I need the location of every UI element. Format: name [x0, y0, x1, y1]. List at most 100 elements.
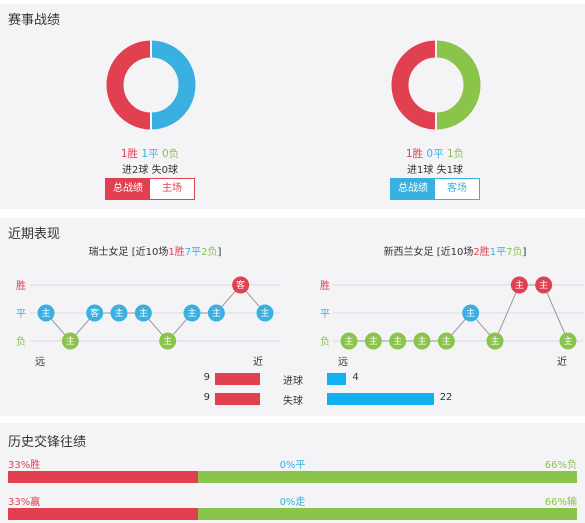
left-form-venue-label: 主 [260, 307, 269, 319]
recent-panel: 近期表现 瑞士女足 [近10场1胜7平2负] 新西兰女足 [近10场2胜1平7负… [0, 218, 585, 416]
left-form-point [159, 332, 177, 350]
right-y-loss-label: 负 [320, 337, 330, 348]
right-goals-for: 进1球 [407, 165, 434, 176]
right-form-draws: 1平 [489, 247, 507, 258]
right-form-point [535, 276, 553, 294]
history-left-bar [8, 471, 198, 483]
right-form-venue-label: 主 [417, 335, 426, 347]
right-near-label: 近 [557, 357, 567, 368]
record-section-title: 赛事战绩 [8, 13, 61, 28]
left-form-point [207, 304, 225, 322]
right-donut-slice-1 [391, 40, 437, 130]
left-near-label: 近 [253, 357, 263, 368]
right-far-label: 远 [338, 357, 348, 368]
left-goals-line: 进2球 失0球 [100, 161, 200, 176]
right-form-venue-label: 主 [539, 279, 548, 291]
left-form-venue-label: 客 [90, 307, 99, 319]
right-form-point [510, 276, 528, 294]
left-form-venue-label: 主 [163, 335, 172, 347]
right-form-point [364, 332, 382, 350]
left-form-point [183, 304, 201, 322]
left-y-loss-label: 负 [16, 337, 26, 348]
right-win-count: 1胜 [405, 148, 424, 160]
right-form-point [413, 332, 431, 350]
history-mid-label: 0%走 [279, 497, 306, 508]
left-form-suffix: ] [217, 247, 222, 258]
left-form-team: 瑞士女足 [88, 247, 129, 258]
right-form-losses: 7负 [506, 247, 523, 258]
left-form-point [86, 304, 104, 322]
record-panel: 赛事战绩 1胜 1平 0负 进2球 失0球 总战绩 主场 1胜 0平 1负 进1… [0, 4, 585, 209]
right-donut-slice-0 [435, 40, 481, 130]
tab-right-overall[interactable]: 总战绩 [391, 179, 435, 199]
left-form-venue-label: 主 [114, 307, 123, 319]
right-form-team: 新西兰女足 [383, 247, 434, 258]
history-left-label: 33%赢 [8, 497, 41, 508]
right-record-summary: 1胜 0平 1负 [385, 146, 485, 161]
tab-right-away[interactable]: 客场 [435, 179, 479, 199]
history-left-bar [8, 508, 198, 520]
left-form-wins: 1胜 [168, 247, 185, 258]
right-form-venue-label: 主 [515, 279, 524, 291]
right-form-suffix: ] [522, 247, 527, 258]
history-mid-label: 0%平 [279, 460, 306, 471]
right-form-chart: 主主主主主主主主 主主 [333, 276, 583, 350]
left-form-venue-label: 客 [236, 279, 245, 291]
left-goals-for: 进2球 [122, 165, 149, 176]
right-form-venue-label: 主 [442, 335, 451, 347]
right-form-point [486, 332, 504, 350]
left-form-venue-label: 主 [212, 307, 221, 319]
left-form-venue-label: 主 [139, 307, 148, 319]
left-win-count: 1胜 [120, 148, 139, 160]
left-goals-against: 失0球 [151, 165, 178, 176]
left-record-tabs: 总战绩 主场 [105, 178, 195, 200]
right-form-point [340, 332, 358, 350]
right-form-point [462, 304, 480, 322]
left-form-draws: 7平 [184, 247, 202, 258]
right-form-point [389, 332, 407, 350]
right-form-line [349, 284, 569, 342]
right-form-point [437, 332, 455, 350]
left-y-win-label: 胜 [16, 281, 26, 292]
compare-right-bar [327, 373, 347, 385]
left-form-point [232, 276, 250, 294]
right-form-prefix: [近10场 [436, 247, 474, 258]
left-far-label: 远 [35, 357, 45, 368]
left-form-venue-label: 主 [41, 307, 50, 319]
history-right-bar [197, 471, 577, 483]
left-y-draw-label: 平 [16, 309, 26, 320]
left-form-chart: 主主客主主主主 主客主 [30, 276, 280, 350]
compare-label: 失球 [283, 396, 303, 407]
compare-right-value: 22 [439, 392, 453, 403]
right-record-tabs: 总战绩 客场 [390, 178, 480, 200]
right-form-venue-label: 主 [369, 335, 378, 347]
right-goals-against: 失1球 [436, 165, 463, 176]
left-form-point [256, 304, 274, 322]
tab-left-home[interactable]: 主场 [150, 179, 194, 199]
right-form-point [559, 332, 577, 350]
right-draw-count: 0平 [426, 148, 444, 160]
left-draw-count: 1平 [141, 148, 159, 160]
left-form-venue-label: 主 [66, 335, 75, 347]
left-record-donut [106, 40, 196, 130]
right-y-draw-label: 平 [320, 309, 330, 320]
left-form-caption: 瑞士女足 [近10场1胜7平2负] [40, 243, 270, 258]
compare-right-bar [327, 393, 434, 405]
compare-left-bar [215, 373, 260, 385]
right-goals-line: 进1球 失1球 [385, 161, 485, 176]
left-loss-count: 0负 [161, 148, 180, 160]
right-form-venue-label: 主 [344, 335, 353, 347]
left-form-point [37, 304, 55, 322]
right-form-venue-label: 主 [490, 335, 499, 347]
left-form-prefix: [近10场 [131, 247, 169, 258]
left-form-point [110, 304, 128, 322]
compare-left-bar [215, 393, 260, 405]
history-right-bar [197, 508, 577, 520]
right-form-venue-label: 主 [393, 335, 402, 347]
compare-left-value: 9 [203, 372, 210, 383]
history-right-label: 66%负 [544, 460, 577, 471]
right-loss-count: 1负 [446, 148, 465, 160]
right-form-venue-label: 主 [466, 307, 475, 319]
compare-label: 进球 [283, 376, 303, 387]
tab-left-overall[interactable]: 总战绩 [106, 179, 150, 199]
